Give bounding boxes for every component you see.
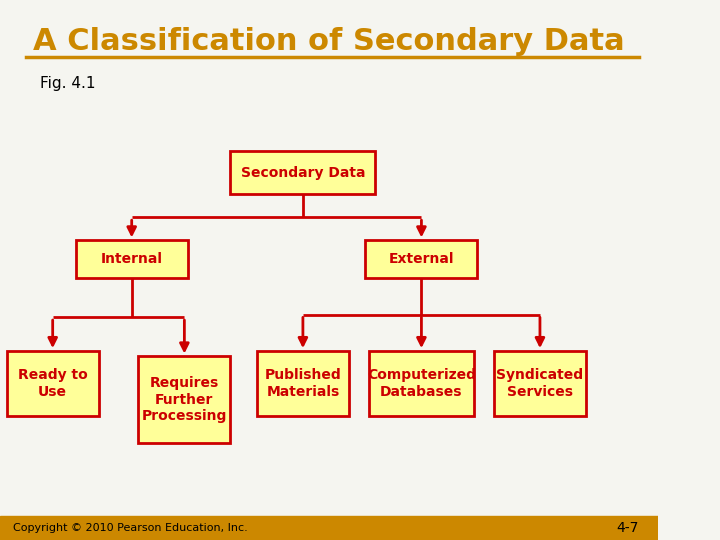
FancyBboxPatch shape — [76, 240, 188, 278]
FancyBboxPatch shape — [257, 351, 349, 416]
FancyBboxPatch shape — [366, 240, 477, 278]
Text: Ready to
Use: Ready to Use — [18, 368, 88, 399]
Text: A Classification of Secondary Data: A Classification of Secondary Data — [33, 27, 624, 56]
Text: Internal: Internal — [101, 252, 163, 266]
Text: External: External — [389, 252, 454, 266]
Text: Syndicated
Services: Syndicated Services — [496, 368, 583, 399]
Text: Secondary Data: Secondary Data — [240, 166, 365, 180]
FancyBboxPatch shape — [6, 351, 99, 416]
Text: Fig. 4.1: Fig. 4.1 — [40, 76, 95, 91]
Text: Requires
Further
Processing: Requires Further Processing — [142, 376, 227, 423]
Text: Copyright © 2010 Pearson Education, Inc.: Copyright © 2010 Pearson Education, Inc. — [13, 523, 248, 533]
FancyBboxPatch shape — [138, 356, 230, 443]
FancyBboxPatch shape — [494, 351, 586, 416]
Bar — [0, 516, 659, 540]
FancyBboxPatch shape — [230, 151, 375, 194]
Text: Published
Materials: Published Materials — [264, 368, 341, 399]
FancyBboxPatch shape — [369, 351, 474, 416]
Text: 4-7: 4-7 — [616, 521, 639, 535]
Text: Computerized
Databases: Computerized Databases — [367, 368, 476, 399]
